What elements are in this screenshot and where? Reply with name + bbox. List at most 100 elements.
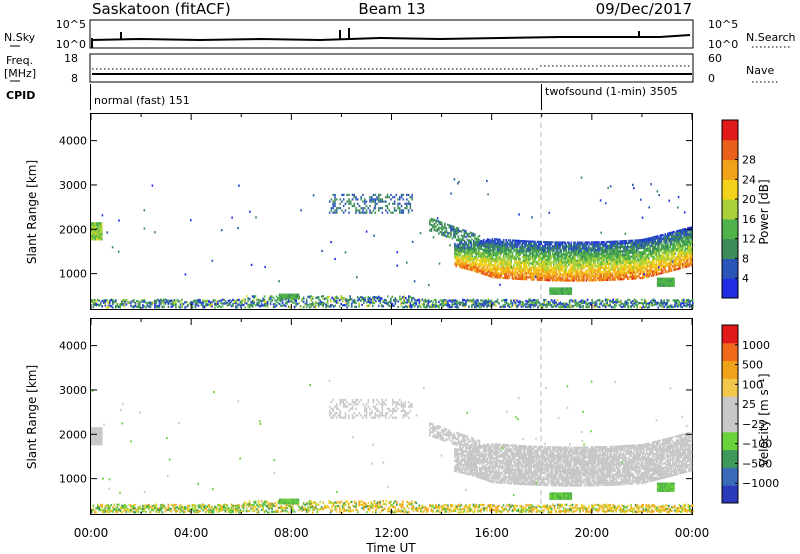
- echo-cell: [475, 268, 477, 271]
- echo-cell: [355, 301, 357, 304]
- echo-cell: [378, 299, 380, 302]
- echo-cell: [588, 249, 590, 252]
- echo-cell: [608, 252, 610, 255]
- echo-cell: [689, 232, 692, 235]
- echo-cell: [353, 202, 355, 205]
- echo-cell: [623, 266, 625, 269]
- echo-cell: [601, 273, 604, 276]
- echo-cell: [208, 303, 210, 306]
- echo-cell: [538, 242, 540, 245]
- echo-cell: [646, 243, 649, 246]
- echo-cell: [573, 263, 575, 266]
- echo-cell: [112, 302, 114, 305]
- echo-cell: [616, 244, 619, 247]
- echo-cell: [635, 255, 638, 258]
- echo-cell: [654, 301, 656, 304]
- echo-cell: [492, 264, 495, 267]
- echo-cell: [495, 300, 497, 303]
- echo-cell: [172, 302, 174, 305]
- echo-cell: [621, 258, 624, 261]
- echo-cell: [426, 304, 428, 307]
- echo-cell: [525, 274, 528, 277]
- echo-cell: [409, 305, 412, 308]
- echo-cell: [675, 244, 678, 247]
- echo-cell: [668, 258, 670, 261]
- echo-cell: [456, 259, 459, 262]
- echo-cell: [511, 269, 514, 272]
- echo-cell: [403, 306, 406, 309]
- echo-cell: [388, 304, 391, 307]
- echo-cell: [631, 275, 634, 278]
- echo-cell: [411, 304, 413, 307]
- echo-cell: [556, 253, 559, 256]
- echo-cell: [574, 241, 576, 244]
- echo-cell: [352, 301, 354, 304]
- echo-cell: [638, 275, 640, 278]
- echo-cell: [559, 302, 562, 305]
- echo-cell: [482, 272, 485, 275]
- echo-cell: [500, 250, 502, 253]
- echo-cell: [689, 260, 692, 263]
- echo-cell: [591, 273, 594, 276]
- echo-cell: [613, 278, 615, 281]
- echo-cell: [639, 273, 641, 276]
- echo-cell: [472, 265, 475, 268]
- echo-cell: [91, 299, 93, 302]
- echo-cell: [462, 264, 465, 267]
- echo-cell: [639, 253, 641, 256]
- echo-cell: [215, 303, 218, 307]
- echo-cell: [651, 270, 654, 273]
- echo-cell: [491, 258, 494, 261]
- echo-cell: [629, 257, 631, 260]
- echo-cell: [549, 249, 551, 252]
- echo-cell: [626, 259, 629, 262]
- echo-cell: [233, 301, 236, 304]
- echo-cell: [94, 299, 96, 302]
- echo-cell: [603, 272, 605, 276]
- echo-cell: [636, 257, 639, 260]
- echo-cell: [590, 243, 593, 246]
- echo-cell: [615, 256, 618, 259]
- echo-cell: [543, 264, 545, 268]
- echo-cell: [489, 304, 491, 308]
- echo-cell: [575, 245, 578, 248]
- echo-cell: [685, 263, 688, 266]
- echo-cell: [544, 267, 546, 270]
- echo-cell: [631, 277, 634, 280]
- echo-cell: [616, 270, 619, 273]
- echo-cell: [646, 306, 649, 309]
- echo-cell: [668, 266, 670, 269]
- echo-cell: [678, 239, 680, 242]
- echo-cell: [599, 261, 601, 264]
- echo-cell: [163, 301, 165, 304]
- echo-cell: [505, 241, 507, 244]
- echo-cell: [574, 243, 576, 246]
- echo-cell: [507, 259, 510, 262]
- echo-cell: [646, 271, 649, 274]
- echo-cell: [561, 269, 564, 272]
- echo-cell: [668, 246, 670, 249]
- echo-cell: [598, 271, 600, 274]
- echo-cell: [611, 248, 614, 251]
- echo-cell: [679, 253, 682, 256]
- echo-cell: [516, 249, 519, 252]
- echo-cell: [504, 262, 506, 266]
- echo-cell: [568, 247, 570, 250]
- echo-cell: [305, 306, 308, 309]
- echo-cell: [655, 249, 658, 252]
- echo-cell: [662, 233, 664, 237]
- echo-cell: [432, 220, 434, 223]
- echo-cell: [540, 256, 543, 260]
- echo-cell: [311, 303, 314, 307]
- echo-cell: [549, 271, 551, 274]
- echo-cell: [460, 238, 463, 241]
- echo-cell: [621, 272, 624, 275]
- echo-cell: [474, 245, 476, 248]
- echo-cell: [659, 268, 661, 271]
- echo-cell: [601, 241, 604, 244]
- echo-cell: [619, 260, 621, 263]
- echo-cell: [624, 305, 626, 308]
- echo-cell: [158, 306, 161, 309]
- echo-cell: [471, 253, 474, 256]
- echo-cell: [551, 247, 554, 250]
